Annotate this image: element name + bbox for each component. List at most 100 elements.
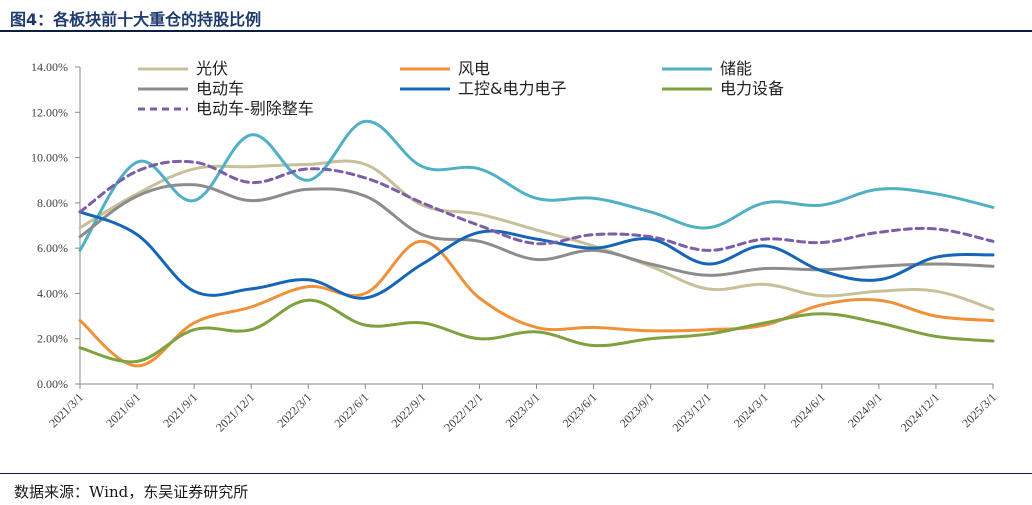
data-point [649, 338, 651, 340]
data-point [193, 161, 195, 163]
data-point [535, 326, 537, 328]
data-point [821, 270, 823, 272]
data-point [878, 265, 880, 267]
data-point [478, 338, 480, 340]
series-line-1 [78, 239, 995, 368]
x-tick-label: 2022/12/1 [441, 390, 485, 434]
y-tick-label: 10.00% [31, 151, 68, 165]
data-point [307, 299, 309, 301]
y-tick-label: 12.00% [31, 105, 68, 119]
data-point [478, 240, 480, 242]
data-point [935, 228, 937, 230]
data-point [649, 330, 651, 332]
x-tick-label: 2021/9/1 [160, 390, 200, 430]
data-point [421, 233, 423, 235]
data-point [592, 197, 594, 199]
legend-label: 电动车-剔除整车 [196, 99, 314, 118]
data-point [592, 247, 594, 249]
data-point [649, 263, 651, 265]
x-tick-label: 2025/3/1 [959, 390, 999, 430]
data-point [364, 163, 366, 165]
data-point [478, 231, 480, 233]
data-point [136, 195, 138, 197]
data-point [250, 181, 252, 183]
x-tick-label: 2021/6/1 [103, 390, 143, 430]
series-line-3 [78, 183, 995, 277]
data-point [706, 328, 708, 330]
data-point [764, 322, 766, 324]
data-point [193, 168, 195, 170]
data-point [193, 290, 195, 292]
x-tick-label: 2024/9/1 [845, 390, 885, 430]
data-point [136, 161, 138, 163]
data-point [878, 299, 880, 301]
legend-label: 储能 [720, 59, 752, 78]
legend-label: 工控&电力电子 [458, 79, 566, 98]
data-point [79, 347, 81, 349]
data-point [478, 168, 480, 170]
data-point [764, 202, 766, 204]
data-point [364, 324, 366, 326]
series-line-0 [78, 159, 995, 311]
legend-label: 电动车 [196, 79, 244, 98]
data-point [706, 227, 708, 229]
data-point [592, 326, 594, 328]
data-point [649, 236, 651, 238]
y-tick-label: 0.00% [37, 377, 68, 391]
x-tick-label: 2023/3/1 [503, 390, 543, 430]
data-point [821, 204, 823, 206]
data-point [193, 199, 195, 201]
x-tick-label: 2024/6/1 [788, 390, 828, 430]
y-tick-label: 4.00% [37, 286, 68, 300]
data-point [307, 188, 309, 190]
legend-label: 风电 [458, 59, 490, 78]
data-point [364, 195, 366, 197]
series-line-5 [78, 298, 995, 364]
series-line-2 [78, 119, 995, 252]
y-tick-label: 2.00% [37, 332, 68, 346]
data-point [421, 322, 423, 324]
data-point [764, 238, 766, 240]
data-point [364, 297, 366, 299]
data-point [535, 258, 537, 260]
data-point [535, 238, 537, 240]
data-point [250, 306, 252, 308]
y-tick-label: 6.00% [37, 241, 68, 255]
data-point [992, 254, 994, 256]
data-point [136, 360, 138, 362]
data-point [250, 288, 252, 290]
data-point [478, 213, 480, 215]
data-point [364, 292, 366, 294]
data-point [821, 241, 823, 243]
data-point [935, 256, 937, 258]
data-point [649, 211, 651, 213]
data-point [136, 233, 138, 235]
data-point [592, 233, 594, 235]
x-tick-label: 2023/6/1 [560, 390, 600, 430]
x-tick-label: 2021/3/1 [46, 390, 86, 430]
data-point [992, 308, 994, 310]
data-point [79, 211, 81, 213]
data-point [307, 179, 309, 181]
data-point [992, 340, 994, 342]
x-tick-label: 2024/3/1 [731, 390, 771, 430]
data-point [535, 197, 537, 199]
y-tick-label: 14.00% [31, 60, 68, 74]
data-point [706, 263, 708, 265]
data-point [421, 165, 423, 167]
data-point [935, 290, 937, 292]
data-point [136, 170, 138, 172]
data-point [706, 333, 708, 335]
data-point [250, 134, 252, 136]
data-point [764, 267, 766, 269]
data-point [878, 231, 880, 233]
x-tick-label: 2021/12/1 [213, 390, 257, 434]
y-tick-label: 8.00% [37, 196, 68, 210]
x-tick-label: 2022/6/1 [331, 390, 371, 430]
data-point [764, 283, 766, 285]
data-point [535, 242, 537, 244]
data-point [364, 177, 366, 179]
data-point [706, 288, 708, 290]
data-point [935, 335, 937, 337]
